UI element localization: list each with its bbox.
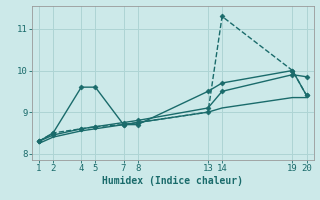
X-axis label: Humidex (Indice chaleur): Humidex (Indice chaleur) [102,176,243,186]
